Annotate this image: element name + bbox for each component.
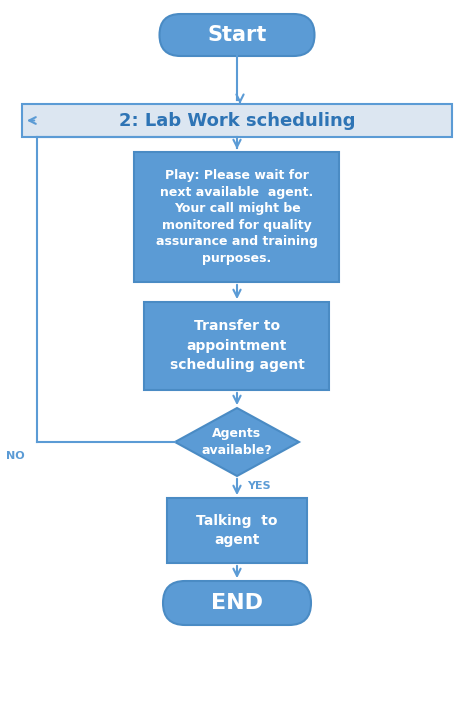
Text: Start: Start xyxy=(207,25,267,45)
Text: Transfer to
appointment
scheduling agent: Transfer to appointment scheduling agent xyxy=(170,320,304,373)
Text: Talking  to
agent: Talking to agent xyxy=(196,514,278,547)
Bar xyxy=(135,152,339,282)
Bar xyxy=(22,104,452,137)
Bar xyxy=(145,302,329,390)
Text: NO: NO xyxy=(6,451,24,461)
Text: Agents
available?: Agents available? xyxy=(201,427,273,457)
Bar xyxy=(167,498,307,563)
Text: END: END xyxy=(211,593,263,613)
Polygon shape xyxy=(175,408,299,476)
Text: YES: YES xyxy=(247,481,271,491)
Text: Play: Please wait for
next available  agent.
Your call might be
monitored for qu: Play: Please wait for next available age… xyxy=(156,169,318,265)
FancyBboxPatch shape xyxy=(163,581,311,625)
Text: 2: Lab Work scheduling: 2: Lab Work scheduling xyxy=(119,112,355,129)
FancyBboxPatch shape xyxy=(159,14,315,56)
